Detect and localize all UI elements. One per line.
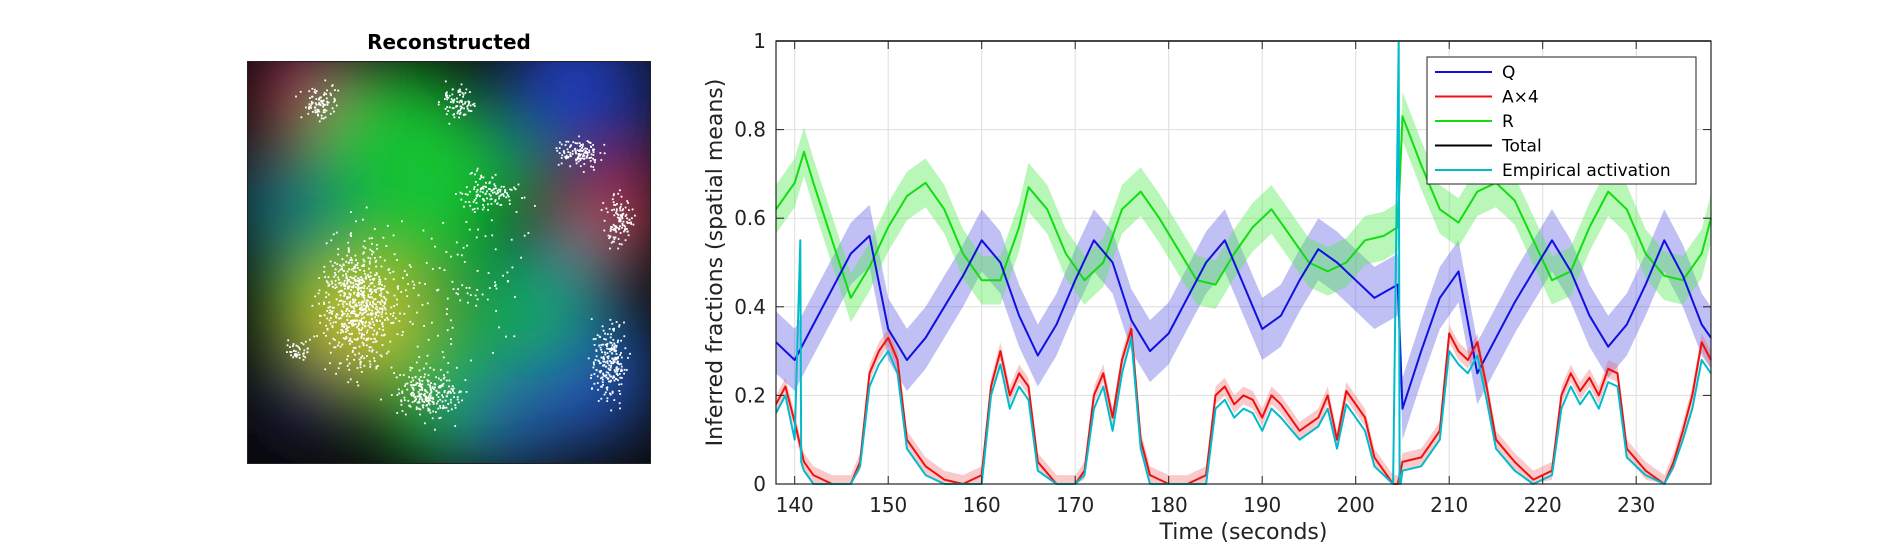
y-tick-label: 1 [753, 29, 766, 53]
plot-frame [775, 40, 1712, 485]
legend: Q A×4 R Total Empirical activation [1426, 56, 1697, 185]
y-tick-label: 0.8 [734, 118, 766, 142]
x-tick-label: 180 [1150, 493, 1188, 517]
x-tick-label: 230 [1617, 493, 1655, 517]
reconstructed-title: Reconstructed [367, 30, 531, 54]
legend-label-r: R [1502, 112, 1514, 132]
x-tick-label: 160 [963, 493, 1001, 517]
x-tick-label: 220 [1524, 493, 1562, 517]
series-r [775, 115, 1712, 299]
band-a-4 [776, 320, 1711, 484]
x-tick-label: 190 [1243, 493, 1281, 517]
legend-label-q: Q [1502, 63, 1515, 83]
legend-label-empirical-activation: Empirical activation [1502, 161, 1671, 181]
series-a-4 [775, 328, 1712, 485]
y-tick-label: 0.6 [734, 206, 766, 230]
y-tick-labels: 0 0.2 0.4 0.6 0.8 1 [734, 29, 766, 496]
y-tick-label: 0.2 [734, 383, 766, 407]
reconstructed-image [247, 61, 651, 464]
legend-label-total: Total [1501, 137, 1542, 157]
x-tick-label: 140 [776, 493, 814, 517]
axes [775, 40, 1712, 485]
x-tick-labels: 140 150 160 170 180 190 200 210 220 230 [776, 493, 1656, 517]
series-empirical-activation [775, 40, 1712, 485]
x-tick-label: 150 [869, 493, 907, 517]
legend-label-a-4: A×4 [1502, 88, 1539, 108]
x-tick-label: 200 [1337, 493, 1375, 517]
reconstructed-heatmap [248, 62, 650, 463]
band-r [776, 91, 1711, 323]
band-q [776, 204, 1711, 440]
y-tick-label: 0 [753, 472, 766, 496]
x-tick-label: 170 [1056, 493, 1094, 517]
x-axis-label: Time (seconds) [1159, 520, 1328, 544]
y-axis-label: Inferred fractions (spatial means) [703, 79, 728, 447]
y-tick-label: 0.4 [734, 295, 766, 319]
series-q [775, 234, 1712, 410]
uncertainty-bands [776, 91, 1711, 484]
x-tick-label: 210 [1430, 493, 1468, 517]
